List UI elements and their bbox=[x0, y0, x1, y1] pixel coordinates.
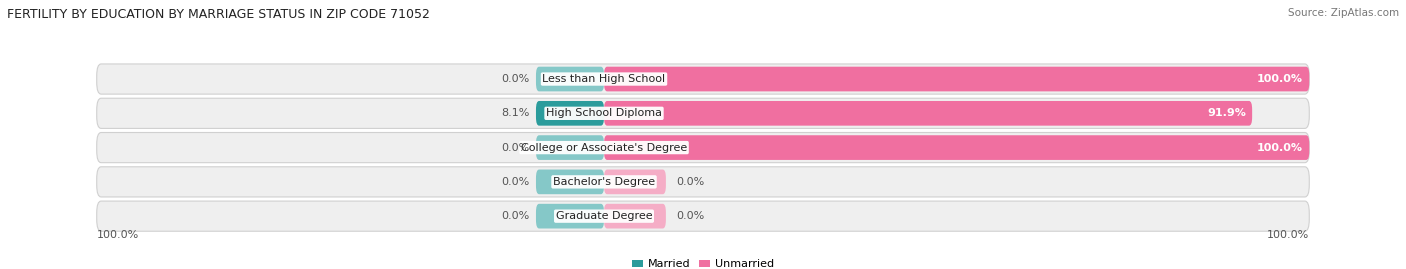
FancyBboxPatch shape bbox=[97, 64, 1309, 94]
Text: 0.0%: 0.0% bbox=[502, 74, 530, 84]
Text: College or Associate's Degree: College or Associate's Degree bbox=[520, 143, 688, 153]
FancyBboxPatch shape bbox=[97, 133, 1309, 163]
Text: 91.9%: 91.9% bbox=[1208, 108, 1246, 118]
FancyBboxPatch shape bbox=[97, 167, 1309, 197]
FancyBboxPatch shape bbox=[536, 204, 605, 228]
Text: 0.0%: 0.0% bbox=[502, 143, 530, 153]
Text: 0.0%: 0.0% bbox=[502, 211, 530, 221]
FancyBboxPatch shape bbox=[605, 135, 1309, 160]
Text: 100.0%: 100.0% bbox=[1257, 74, 1303, 84]
Text: High School Diploma: High School Diploma bbox=[546, 108, 662, 118]
FancyBboxPatch shape bbox=[605, 101, 1253, 126]
FancyBboxPatch shape bbox=[536, 169, 605, 194]
Text: 100.0%: 100.0% bbox=[1267, 230, 1309, 240]
Text: Source: ZipAtlas.com: Source: ZipAtlas.com bbox=[1288, 8, 1399, 18]
FancyBboxPatch shape bbox=[536, 135, 605, 160]
Text: 0.0%: 0.0% bbox=[676, 211, 704, 221]
FancyBboxPatch shape bbox=[97, 98, 1309, 128]
Text: 8.1%: 8.1% bbox=[502, 108, 530, 118]
FancyBboxPatch shape bbox=[605, 169, 666, 194]
Text: Bachelor's Degree: Bachelor's Degree bbox=[553, 177, 655, 187]
FancyBboxPatch shape bbox=[536, 101, 605, 126]
FancyBboxPatch shape bbox=[605, 204, 666, 228]
Text: 0.0%: 0.0% bbox=[502, 177, 530, 187]
Text: FERTILITY BY EDUCATION BY MARRIAGE STATUS IN ZIP CODE 71052: FERTILITY BY EDUCATION BY MARRIAGE STATU… bbox=[7, 8, 430, 21]
FancyBboxPatch shape bbox=[536, 67, 605, 91]
Legend: Married, Unmarried: Married, Unmarried bbox=[627, 255, 779, 269]
Text: 100.0%: 100.0% bbox=[97, 230, 139, 240]
Text: Graduate Degree: Graduate Degree bbox=[555, 211, 652, 221]
Text: Less than High School: Less than High School bbox=[543, 74, 665, 84]
FancyBboxPatch shape bbox=[605, 67, 1309, 91]
Text: 0.0%: 0.0% bbox=[676, 177, 704, 187]
FancyBboxPatch shape bbox=[97, 201, 1309, 231]
Text: 100.0%: 100.0% bbox=[1257, 143, 1303, 153]
